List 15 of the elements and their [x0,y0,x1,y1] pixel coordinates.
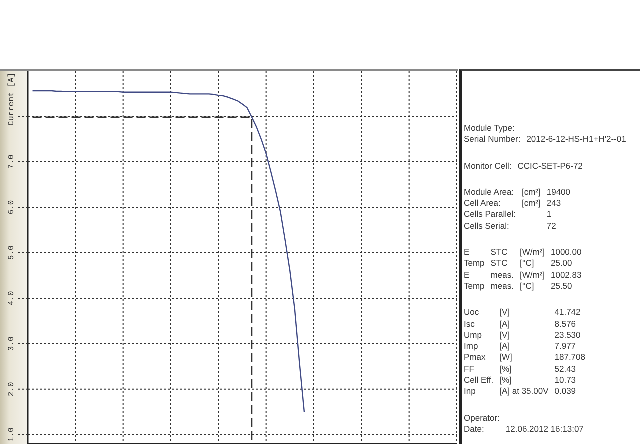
y-tick-label: 1.0 [8,428,16,442]
line-series [32,90,306,413]
text: Uoc [V] 41.742 Isc [A] 8.576 Ump [V] 23.530 Imp [A] 7.977 Pmax [W] 187.708 FF [%] 52.43 Cell Eff. [%] 10.73 Inp [A] at 35.00V 0.039 [464,307,586,396]
y-tick-label: 7.0 [8,154,16,170]
text: Module Type: Serial Number: 2012-6-12-HS-H1+H'2--01 [464,123,632,146]
y-tick-label: 6.0 [8,200,16,215]
y-tick-label: 3.0 [8,336,16,352]
text: Module Area: [cm²] 19400 Cell Area: [cm²] 243 Cells Parallel: 1 Cells Serial: 72 [464,186,570,231]
y-axis-title: Current [A] [8,73,16,126]
text: Operator: Date: 12.06.2012 16:13:07 [464,412,584,434]
y-tick-label: 4.0 [8,291,16,306]
y-tick-label: 2.0 [8,382,16,397]
y-tick-label: 5.0 [8,246,16,260]
text: E STC [W/m²] 1000.00 Temp STC [°C] 25.00 E meas. [W/m²] 1002.83 Temp meas. [°C] 25.50 [464,247,582,291]
text: Monitor Cell: CCIC-SET-P6-72 [464,160,589,172]
